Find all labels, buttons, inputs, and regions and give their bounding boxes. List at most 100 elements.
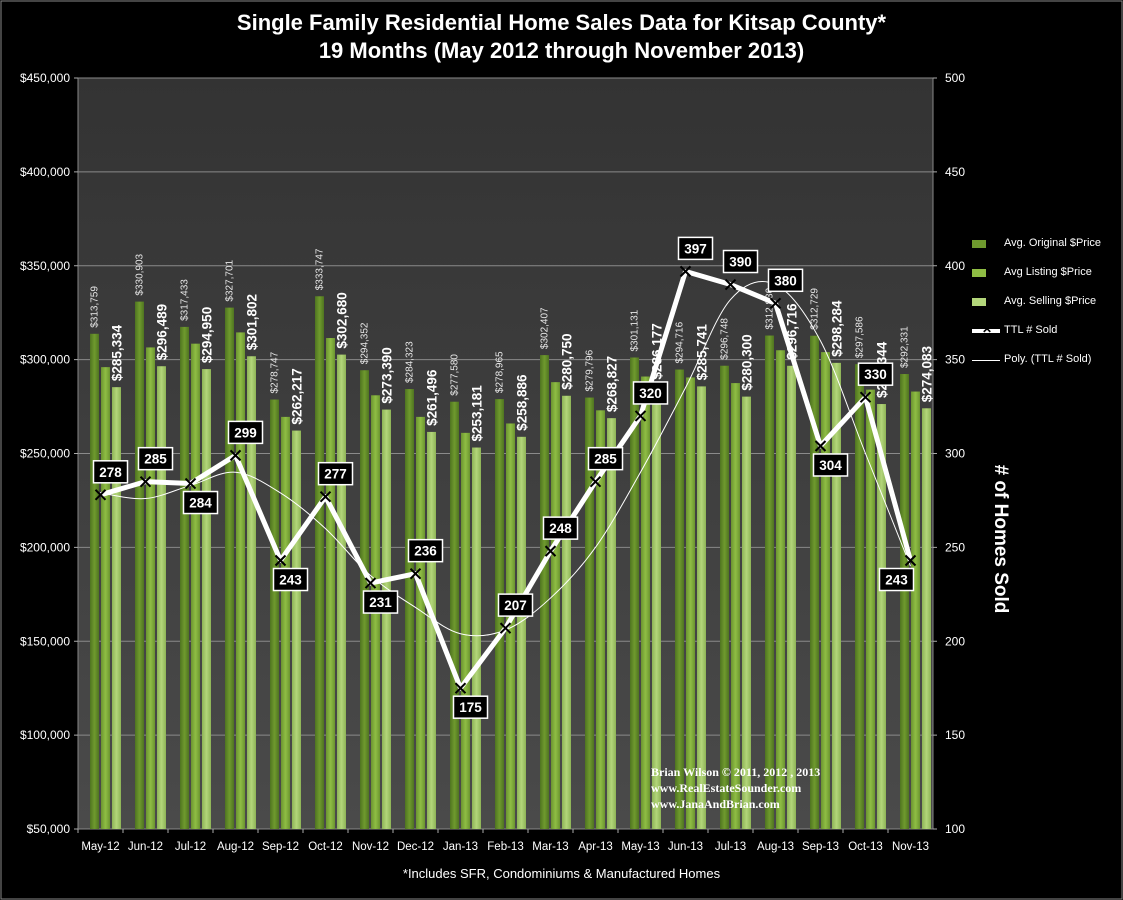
legend-label-original: Avg. Original $Price xyxy=(1004,237,1102,249)
x-tick-label: May-12 xyxy=(81,841,119,853)
marker-sold xyxy=(454,682,467,694)
label-selling-price: $274,083 xyxy=(920,345,935,402)
bar-selling xyxy=(697,386,706,829)
marker-sold-stroke xyxy=(814,440,827,452)
x-tick-label: Sep-12 xyxy=(262,841,299,853)
bar-selling xyxy=(922,408,931,829)
x-tick-label: Aug-12 xyxy=(217,841,254,853)
bar-listing xyxy=(506,423,515,829)
marker-sold xyxy=(859,391,872,403)
label-sold: 397 xyxy=(684,241,707,256)
marker-sold xyxy=(409,567,422,580)
label-sold: 299 xyxy=(234,425,257,440)
label-box-sold xyxy=(812,453,849,477)
label-selling-price: $261,496 xyxy=(425,369,440,426)
label-sold: 304 xyxy=(819,458,842,473)
label-sold: 248 xyxy=(549,521,572,536)
y-tick-label: $50,000 xyxy=(27,822,71,836)
marker-sold-stroke xyxy=(94,489,107,501)
y-tick-label: $250,000 xyxy=(20,447,70,461)
marker-sold-stroke xyxy=(409,567,422,580)
bar-selling xyxy=(157,366,166,829)
bar-selling xyxy=(427,431,436,829)
label-original-price: $294,352 xyxy=(360,322,371,364)
label-sold: 231 xyxy=(369,595,392,610)
bar-original xyxy=(315,296,324,829)
label-sold: 207 xyxy=(504,598,527,613)
x-tick-label: Mar-13 xyxy=(532,841,568,853)
y2-tick-label: 400 xyxy=(945,259,965,273)
label-box-sold xyxy=(677,236,714,261)
y-tick-label: $400,000 xyxy=(20,165,70,179)
marker-sold-stroke xyxy=(589,475,602,488)
label-sold: 285 xyxy=(594,452,617,467)
y-tick-label: $300,000 xyxy=(20,353,70,367)
label-original-price: $301,131 xyxy=(630,309,641,351)
bar-original xyxy=(720,365,729,829)
label-box-sold xyxy=(452,695,489,719)
marker-sold xyxy=(589,475,602,488)
marker-sold-stroke xyxy=(499,622,512,634)
bar-listing xyxy=(236,332,245,829)
legend-line-sold xyxy=(972,329,1000,333)
bar-listing xyxy=(911,391,920,829)
trendline-sold xyxy=(100,281,911,637)
bar-selling xyxy=(517,436,526,829)
label-sold: 236 xyxy=(414,544,437,559)
marker-sold-stroke xyxy=(679,265,692,278)
label-original-price: $279,796 xyxy=(585,349,596,391)
marker-sold xyxy=(94,489,107,501)
marker-sold-stroke xyxy=(319,490,332,503)
y-tick-label: $100,000 xyxy=(20,728,70,742)
label-selling-price: $262,217 xyxy=(290,368,305,424)
label-box-sold xyxy=(92,460,129,484)
bar-selling xyxy=(652,385,661,829)
bar-selling xyxy=(337,354,346,829)
bar-original xyxy=(90,333,99,829)
marker-sold-stroke xyxy=(274,554,287,567)
bar-original xyxy=(765,335,774,829)
bar-original xyxy=(630,357,639,829)
x-tick-label: Jun-13 xyxy=(668,841,703,853)
label-original-price: $278,965 xyxy=(495,351,506,393)
bar-original xyxy=(405,389,414,829)
marker-sold xyxy=(139,475,152,488)
legend-label-selling: Avg. Selling $Price xyxy=(1004,295,1097,307)
marker-sold-stroke xyxy=(229,449,242,462)
bar-original xyxy=(855,364,864,829)
marker-sold-stroke xyxy=(904,554,917,567)
label-selling-price: $286,177 xyxy=(650,323,665,379)
label-box-sold xyxy=(497,593,534,617)
bar-listing xyxy=(641,376,650,829)
credits-line2: www.RealEstateSounder.com xyxy=(651,781,802,795)
x-tick-label: Apr-13 xyxy=(578,841,613,853)
credits-line3: www.JanaAndBrian.com xyxy=(651,797,780,811)
label-box-sold xyxy=(857,362,894,386)
label-original-price: $313,759 xyxy=(90,286,101,328)
label-sold: 243 xyxy=(279,573,302,588)
marker-sold xyxy=(499,622,512,634)
label-box-sold xyxy=(227,420,264,445)
marker-sold xyxy=(184,477,197,490)
y2-tick-label: 500 xyxy=(945,71,965,85)
x-tick-label: Sep-13 xyxy=(802,841,839,853)
y2-tick-label: 250 xyxy=(945,540,965,554)
bar-original xyxy=(225,307,234,830)
x-tick-label: Dec-12 xyxy=(397,841,434,853)
label-sold: 330 xyxy=(864,367,887,382)
bar-original xyxy=(180,326,189,829)
label-original-price: $294,716 xyxy=(675,321,686,363)
label-sold: 243 xyxy=(885,573,908,588)
bar-listing xyxy=(776,350,785,829)
label-box-sold xyxy=(272,567,309,592)
marker-sold xyxy=(544,545,557,557)
x-tick-label: Oct-13 xyxy=(848,841,883,853)
y2-axis-title-text: # of Homes Sold xyxy=(990,464,1011,614)
label-selling-price: $253,181 xyxy=(470,385,485,442)
x-tick-label: Jan-13 xyxy=(443,841,478,853)
label-sold: 175 xyxy=(459,700,482,715)
marker-sold-stroke xyxy=(634,410,647,422)
label-box-sold xyxy=(362,590,399,614)
legend-label-listing: Avg Listing $Price xyxy=(1004,266,1092,278)
bar-selling xyxy=(742,396,751,829)
